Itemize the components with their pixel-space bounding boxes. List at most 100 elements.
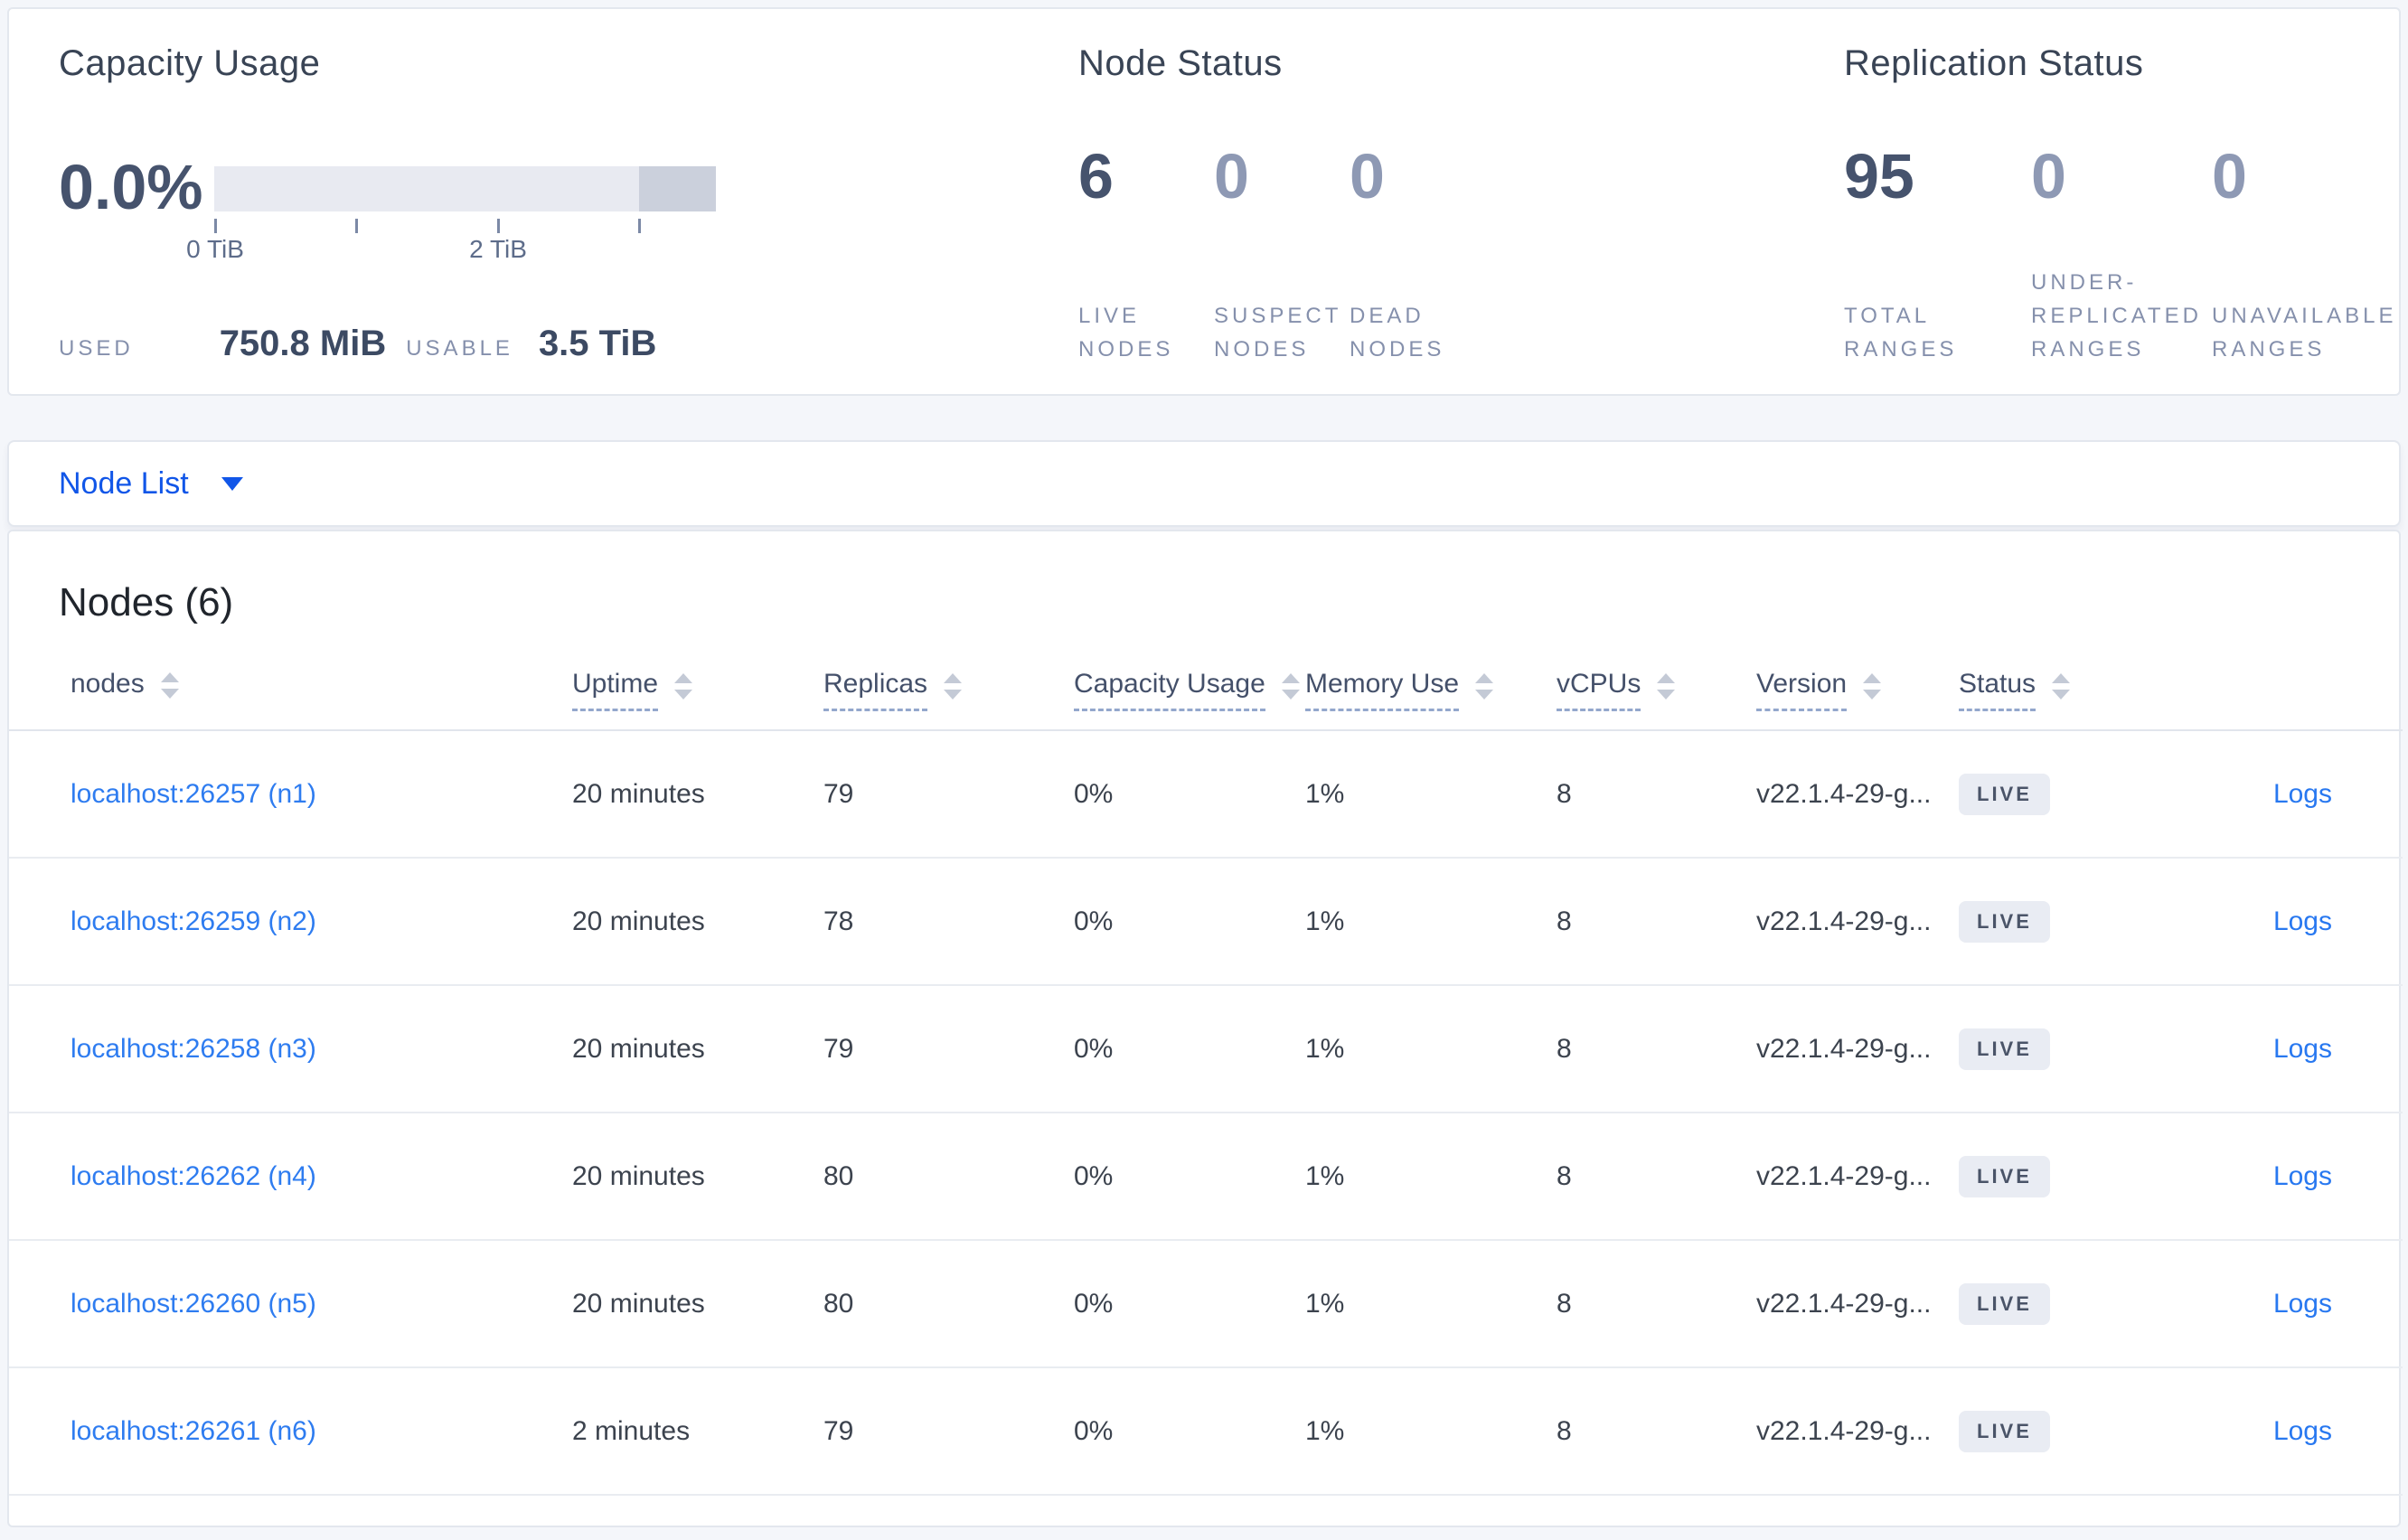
logs-link[interactable]: Logs bbox=[2272, 1288, 2332, 1319]
sort-icon[interactable] bbox=[944, 673, 963, 700]
uptime-cell: 20 minutes bbox=[572, 985, 823, 1113]
table-row: localhost:26261 (n6) 2 minutes 79 0% 1% … bbox=[9, 1367, 2403, 1496]
capacity-gauge: 0 TiB 2 TiB bbox=[186, 166, 716, 263]
logs-link[interactable]: Logs bbox=[2272, 1033, 2332, 1064]
suspect-nodes-stat: 0 SUSPECT NODES bbox=[1214, 145, 1338, 366]
vcpus-cell: 8 bbox=[1557, 1240, 1756, 1368]
status-badge: LIVE bbox=[1959, 1410, 2050, 1452]
version-cell: v22.1.4-29-g... bbox=[1756, 730, 1959, 859]
usable-label: USABLE bbox=[406, 336, 513, 361]
column-header-status[interactable]: Status bbox=[1959, 647, 2165, 731]
status-badge: LIVE bbox=[1959, 1028, 2050, 1070]
stat-value: 6 bbox=[1078, 141, 1114, 211]
node-link[interactable]: localhost:26261 (n6) bbox=[71, 1415, 316, 1446]
replication-status-title: Replication Status bbox=[1844, 43, 2144, 83]
node-link[interactable]: localhost:26259 (n2) bbox=[71, 906, 316, 936]
sort-icon[interactable] bbox=[674, 673, 693, 700]
replicas-cell: 79 bbox=[823, 1367, 1074, 1496]
version-cell: v22.1.4-29-g... bbox=[1756, 1113, 1959, 1241]
status-cell: LIVE bbox=[1959, 1367, 2165, 1496]
column-header-version[interactable]: Version bbox=[1756, 647, 1959, 731]
node-link[interactable]: localhost:26260 (n5) bbox=[71, 1288, 316, 1319]
column-header-label: nodes bbox=[71, 669, 145, 699]
table-row: localhost:26262 (n4) 20 minutes 80 0% 1%… bbox=[9, 1113, 2403, 1241]
uptime-cell: 2 minutes bbox=[572, 1367, 823, 1496]
column-header-memory-use[interactable]: Memory Use bbox=[1305, 647, 1557, 731]
capacity-usage-section: Capacity Usage 0.0% 0 TiB 2 TiB USED 750… bbox=[9, 9, 1078, 394]
version-cell: v22.1.4-29-g... bbox=[1756, 1367, 1959, 1496]
logs-link[interactable]: Logs bbox=[2272, 778, 2332, 809]
capacity-percent: 0.0% bbox=[59, 152, 203, 222]
status-badge: LIVE bbox=[1959, 773, 2050, 815]
usable-value: 3.5 TiB bbox=[538, 324, 657, 363]
stat-label: UNDER- REPLICATED RANGES bbox=[2031, 270, 2202, 362]
axis-tick bbox=[638, 219, 641, 233]
logs-link[interactable]: Logs bbox=[2272, 906, 2332, 936]
cluster-summary-card: Capacity Usage 0.0% 0 TiB 2 TiB USED 750… bbox=[7, 7, 2401, 396]
unavailable-ranges-stat: 0 UNAVAILABLE RANGES bbox=[2212, 141, 2394, 366]
node-link[interactable]: localhost:26258 (n3) bbox=[71, 1033, 316, 1064]
capacity-cell: 0% bbox=[1074, 1113, 1305, 1241]
sort-icon[interactable] bbox=[1657, 673, 1676, 700]
column-header-label: vCPUs bbox=[1557, 669, 1641, 711]
status-badge: LIVE bbox=[1959, 1282, 2050, 1325]
capacity-bar-reserved-segment bbox=[639, 166, 716, 211]
stat-label: TOTAL RANGES bbox=[1844, 304, 1958, 362]
node-link[interactable]: localhost:26262 (n4) bbox=[71, 1160, 316, 1191]
node-list-dropdown[interactable]: Node List bbox=[7, 440, 2401, 527]
capacity-cell: 0% bbox=[1074, 730, 1305, 859]
table-row: localhost:26258 (n3) 20 minutes 79 0% 1%… bbox=[9, 985, 2403, 1113]
replication-status-section: Replication Status 95 TOTAL RANGES 0 UND… bbox=[1844, 9, 2403, 394]
vcpus-cell: 8 bbox=[1557, 1113, 1756, 1241]
column-header-vcpus[interactable]: vCPUs bbox=[1557, 647, 1756, 731]
status-cell: LIVE bbox=[1959, 1113, 2165, 1241]
stat-label: UNAVAILABLE RANGES bbox=[2212, 304, 2397, 362]
used-label: USED bbox=[59, 336, 134, 361]
memory-cell: 1% bbox=[1305, 1113, 1557, 1241]
used-value: 750.8 MiB bbox=[219, 324, 387, 363]
node-status-title: Node Status bbox=[1078, 43, 1283, 83]
memory-cell: 1% bbox=[1305, 1240, 1557, 1368]
capacity-usage-title: Capacity Usage bbox=[59, 43, 321, 83]
axis-tick-label: 2 TiB bbox=[469, 235, 527, 263]
stat-value: 0 bbox=[2031, 141, 2066, 211]
status-cell: LIVE bbox=[1959, 730, 2165, 859]
column-header-label: Uptime bbox=[572, 669, 659, 711]
stat-value: 95 bbox=[1844, 141, 1914, 211]
uptime-cell: 20 minutes bbox=[572, 1113, 823, 1241]
capacity-cell: 0% bbox=[1074, 1367, 1305, 1496]
logs-link[interactable]: Logs bbox=[2272, 1415, 2332, 1446]
vcpus-cell: 8 bbox=[1557, 1367, 1756, 1496]
capacity-used-row: USED 750.8 MiB USABLE 3.5 TiB bbox=[59, 324, 656, 364]
replicas-cell: 78 bbox=[823, 858, 1074, 986]
vcpus-cell: 8 bbox=[1557, 858, 1756, 986]
node-link[interactable]: localhost:26257 (n1) bbox=[71, 778, 316, 809]
capacity-bar bbox=[214, 166, 716, 211]
sort-icon[interactable] bbox=[1475, 673, 1494, 700]
axis-tick-label: 0 TiB bbox=[186, 235, 244, 263]
live-nodes-stat: 6 LIVE NODES bbox=[1078, 141, 1170, 366]
nodes-table-title: Nodes (6) bbox=[59, 580, 234, 624]
sort-icon[interactable] bbox=[1281, 673, 1300, 700]
capacity-axis bbox=[214, 219, 716, 233]
sort-icon[interactable] bbox=[160, 671, 179, 699]
sort-icon[interactable] bbox=[1863, 673, 1882, 700]
column-header-replicas[interactable]: Replicas bbox=[823, 647, 1074, 731]
replicas-cell: 79 bbox=[823, 730, 1074, 859]
table-header-row: nodes Uptime Replicas Capacity Usage Mem… bbox=[9, 647, 2403, 731]
column-header-uptime[interactable]: Uptime bbox=[572, 647, 823, 731]
replicas-cell: 80 bbox=[823, 1113, 1074, 1241]
column-header-capacity-usage[interactable]: Capacity Usage bbox=[1074, 647, 1305, 731]
total-ranges-stat: 95 TOTAL RANGES bbox=[1844, 141, 1953, 366]
capacity-cell: 0% bbox=[1074, 985, 1305, 1113]
sort-icon[interactable] bbox=[2052, 673, 2071, 700]
column-header-logs bbox=[2165, 647, 2403, 731]
status-badge: LIVE bbox=[1959, 1155, 2050, 1197]
status-cell: LIVE bbox=[1959, 985, 2165, 1113]
column-header-label: Memory Use bbox=[1305, 669, 1460, 711]
logs-link[interactable]: Logs bbox=[2272, 1160, 2332, 1191]
chevron-down-icon[interactable] bbox=[221, 476, 243, 491]
column-header-nodes[interactable]: nodes bbox=[9, 647, 572, 731]
memory-cell: 1% bbox=[1305, 858, 1557, 986]
stat-value: 0 bbox=[2212, 141, 2247, 211]
